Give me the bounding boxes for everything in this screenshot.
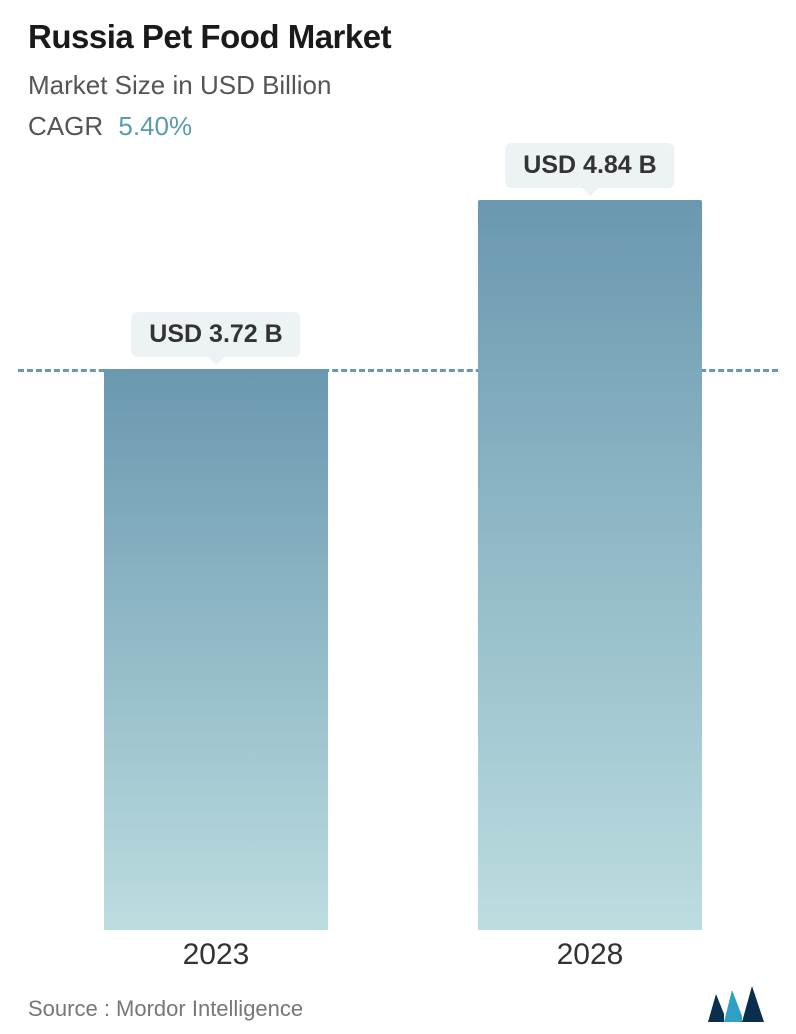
bar: USD 4.84 B	[478, 200, 702, 930]
chart-footer: Source : Mordor Intelligence	[28, 986, 768, 1022]
x-axis-label: 2023	[183, 938, 250, 972]
chart-plot-area: USD 3.72 B USD 4.84 B	[0, 200, 796, 930]
cagr-label: CAGR	[28, 111, 103, 141]
chart-title: Russia Pet Food Market	[28, 18, 768, 56]
source-text: Source : Mordor Intelligence	[28, 996, 303, 1022]
mordor-logo-icon	[708, 986, 768, 1022]
chart-subtitle: Market Size in USD Billion	[28, 70, 768, 101]
x-axis-label: 2028	[557, 938, 624, 972]
chart-header: Russia Pet Food Market Market Size in US…	[0, 0, 796, 142]
cagr-row: CAGR 5.40%	[28, 111, 768, 142]
cagr-value: 5.40%	[118, 111, 192, 141]
bar-value-label: USD 4.84 B	[505, 143, 674, 188]
x-axis-labels: 2023 2028	[0, 938, 796, 988]
bar-value-label: USD 3.72 B	[131, 312, 300, 357]
bar: USD 3.72 B	[104, 369, 328, 930]
